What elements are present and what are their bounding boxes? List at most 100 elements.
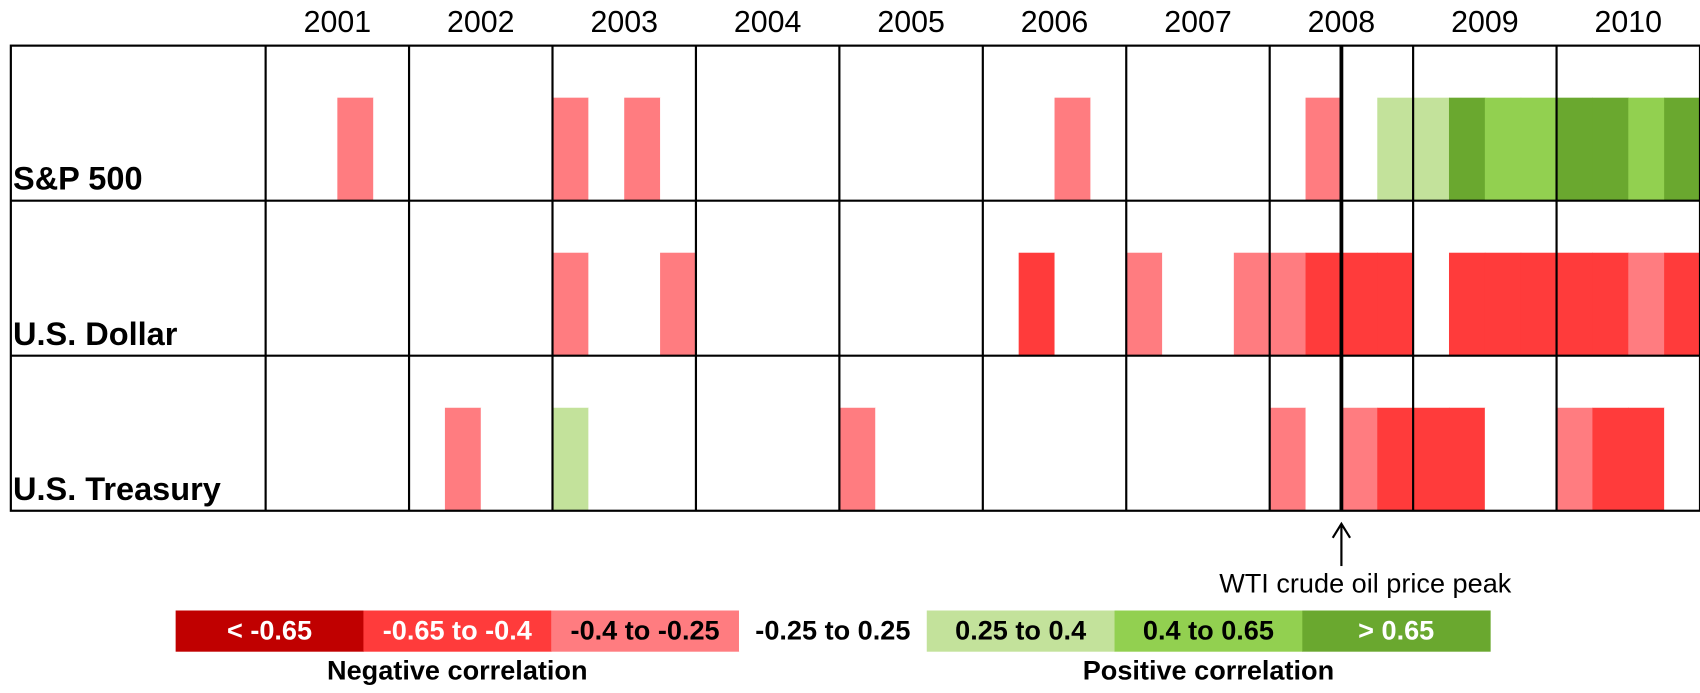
heat-cell — [767, 407, 805, 511]
heat-cell — [839, 97, 876, 201]
heat-cell — [409, 407, 446, 511]
heat-cell — [337, 252, 374, 356]
legend-swatch — [1302, 610, 1491, 652]
heat-cell — [516, 252, 554, 356]
heat-cell — [1305, 407, 1342, 511]
heat-cell — [1090, 97, 1127, 201]
heat-cell — [624, 97, 661, 201]
heat-cell — [695, 407, 733, 511]
heat-cell — [660, 407, 697, 511]
heat-cell — [911, 252, 948, 356]
heat-cell — [588, 252, 625, 356]
heat-cell — [588, 97, 625, 201]
heat-cell — [1233, 407, 1271, 511]
heat-cell — [803, 97, 840, 201]
heat-cell — [1018, 252, 1056, 356]
heat-cell — [1377, 97, 1414, 201]
heat-cell — [1197, 252, 1235, 356]
heat-cell — [1269, 407, 1307, 511]
year-label: 2006 — [1021, 6, 1089, 39]
heat-cell — [982, 407, 1020, 511]
legend-swatch — [926, 610, 1116, 652]
heat-cell — [839, 407, 876, 511]
legend-label: < -0.65 — [227, 614, 312, 645]
heat-cell — [1664, 407, 1700, 511]
heat-cell — [1197, 97, 1235, 201]
annotation-text: WTI crude oil price peak — [1219, 568, 1512, 599]
heat-cell — [1269, 97, 1307, 201]
heat-cell — [731, 407, 769, 511]
heat-cell — [1664, 97, 1700, 201]
heat-cell — [1448, 252, 1486, 356]
legend-swatch — [551, 610, 740, 652]
year-label: 2003 — [590, 6, 658, 39]
heat-cell — [588, 407, 625, 511]
legend-label: -0.65 to -0.4 — [383, 614, 532, 645]
heat-cell — [337, 97, 374, 201]
heat-cell — [1269, 252, 1307, 356]
heat-cell — [1054, 407, 1091, 511]
heat-cell — [373, 407, 410, 511]
heat-cell — [982, 97, 1020, 201]
heat-cell — [1054, 97, 1091, 201]
heat-cell — [1162, 252, 1199, 356]
heat-cell — [1377, 407, 1414, 511]
legend-label: -0.4 to -0.25 — [571, 614, 720, 645]
year-label: 2008 — [1308, 6, 1376, 39]
heat-cell — [1305, 97, 1342, 201]
heat-cell — [373, 252, 410, 356]
year-label: 2010 — [1595, 6, 1663, 39]
heat-cell — [1628, 97, 1665, 201]
heat-cell — [660, 252, 697, 356]
grid-frame — [9, 44, 1700, 512]
heat-cell — [409, 97, 446, 201]
year-label: 2004 — [734, 6, 802, 39]
heat-cell — [839, 252, 876, 356]
heat-cell — [875, 97, 912, 201]
heat-cell — [1664, 252, 1700, 356]
row-label: U.S. Treasury — [13, 471, 221, 507]
year-label: 2001 — [304, 6, 372, 39]
year-label: 2007 — [1164, 6, 1232, 39]
heat-cell — [1090, 407, 1127, 511]
heat-cell — [1628, 407, 1665, 511]
heat-cell — [480, 97, 518, 201]
heat-cell — [373, 97, 410, 201]
heat-cell — [946, 97, 984, 201]
heat-cell — [480, 407, 518, 511]
heat-cell — [1233, 97, 1271, 201]
heat-cell — [1484, 97, 1522, 201]
heat-cell — [1520, 407, 1558, 511]
heat-cell — [516, 97, 554, 201]
heat-cell — [911, 97, 948, 201]
heat-cell — [1628, 252, 1665, 356]
heat-cell — [982, 252, 1020, 356]
heat-cell — [480, 252, 518, 356]
heat-cell — [1018, 97, 1056, 201]
heat-cell — [1341, 407, 1378, 511]
heat-cell — [1018, 407, 1056, 511]
heat-cell — [1556, 97, 1593, 201]
heat-cell — [1413, 97, 1450, 201]
heat-cell — [1090, 252, 1127, 356]
heat-cell — [1484, 407, 1522, 511]
heat-cell — [552, 407, 589, 511]
heat-cell — [1054, 252, 1091, 356]
heat-cell — [444, 97, 482, 201]
heat-cell — [1305, 252, 1342, 356]
legend-group: Positive correlation — [1083, 654, 1334, 685]
heat-cell — [660, 97, 697, 201]
heat-cell — [301, 252, 338, 356]
heat-cell — [516, 407, 554, 511]
heat-cell — [1341, 252, 1378, 356]
heat-cell — [1197, 407, 1235, 511]
heat-cell — [1413, 252, 1450, 356]
heat-cell — [767, 252, 805, 356]
legend-label: -0.25 to 0.25 — [755, 614, 910, 645]
heat-cell — [1520, 252, 1558, 356]
heat-cell — [552, 97, 589, 201]
heat-cell — [695, 252, 733, 356]
heat-cell — [1233, 252, 1271, 356]
year-label: 2009 — [1451, 6, 1519, 39]
